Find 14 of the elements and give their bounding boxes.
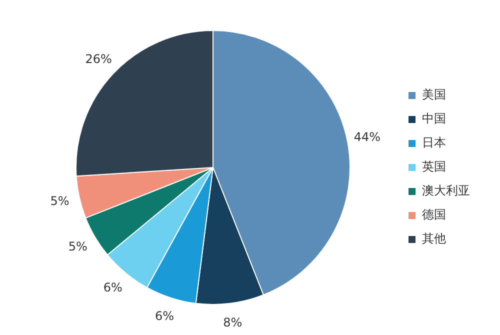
data-label: 26% <box>85 52 112 66</box>
legend-label: 德国 <box>422 208 446 222</box>
data-label: 8% <box>223 315 242 330</box>
legend-label: 日本 <box>422 136 446 150</box>
data-label: 44% <box>354 130 381 144</box>
legend-label: 英国 <box>422 160 446 174</box>
data-label: 6% <box>103 280 122 295</box>
legend-label: 美国 <box>422 88 446 102</box>
data-label: 5% <box>68 240 88 254</box>
legend-label: 其他 <box>422 232 446 246</box>
data-label: 6% <box>154 308 174 323</box>
data-label: 5% <box>50 194 70 208</box>
legend-label: 中国 <box>422 112 446 126</box>
legend-label: 澳大利亚 <box>422 184 470 198</box>
